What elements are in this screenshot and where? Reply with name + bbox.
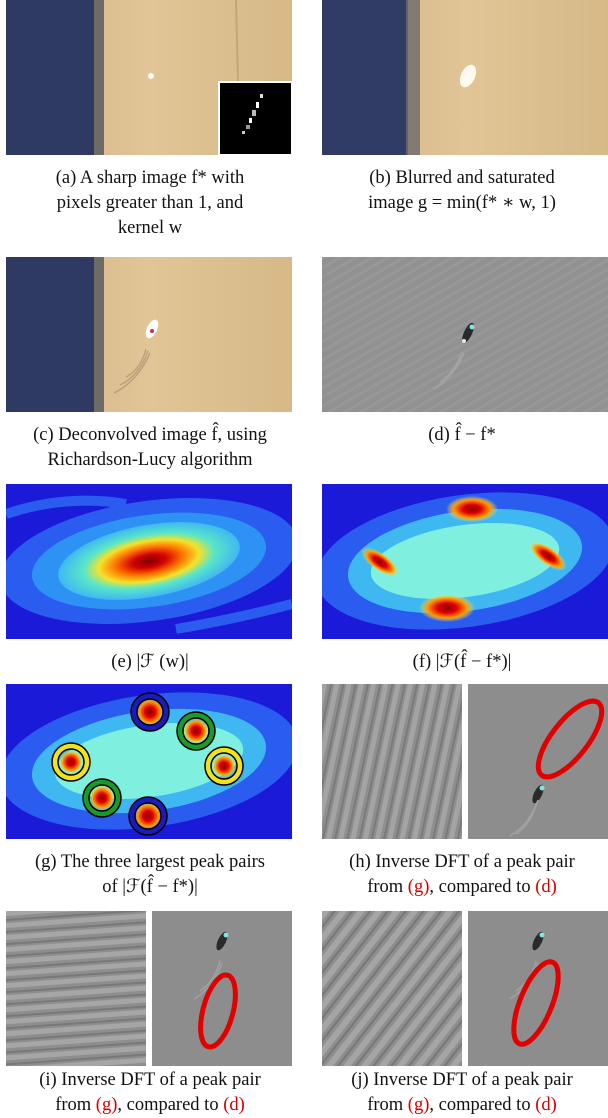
peak-pairs-spectrum <box>6 684 292 839</box>
inverse-dft-pattern <box>322 911 462 1066</box>
caption-b: (b) Blurred and saturated image g = min(… <box>368 168 556 213</box>
caption-g: (g) The three largest peak pairs of |ℱ(f… <box>35 852 265 897</box>
ref-link-g[interactable]: (g) <box>407 877 430 897</box>
caption-j: (j) Inverse DFT of a peak pair from (g),… <box>351 1070 573 1115</box>
blurred-image <box>322 0 608 155</box>
caption-h: (h) Inverse DFT of a peak pair from (g),… <box>349 852 575 897</box>
sharp-image <box>6 0 292 155</box>
highlight-ellipse <box>511 959 561 1047</box>
caption-a: (a) A sharp image f* with pixels greater… <box>55 168 245 238</box>
kernel-inset <box>218 81 292 155</box>
residual-comparison <box>468 911 608 1066</box>
residual-image <box>322 257 608 412</box>
peak-circle-yellow <box>52 743 90 781</box>
caption-f: (f) |ℱ(f̂ − f*)| <box>412 652 512 672</box>
caption-e: (e) |ℱ (w)| <box>111 652 189 672</box>
highlight-ellipse <box>198 972 238 1050</box>
ref-link-g[interactable]: (g) <box>95 1095 118 1115</box>
highlight-ellipse <box>535 698 605 780</box>
peak-circle-green <box>177 712 215 750</box>
inverse-dft-pattern <box>6 911 146 1066</box>
caption-i: (i) Inverse DFT of a peak pair from (g),… <box>39 1070 261 1115</box>
deconvolved-image <box>6 257 292 412</box>
inverse-dft-pattern <box>322 684 462 839</box>
peak-circle-green <box>83 779 121 817</box>
peak-circle-yellow <box>205 747 243 785</box>
ref-link-g[interactable]: (g) <box>407 1095 430 1115</box>
peak-circle-blue <box>131 693 169 731</box>
peak-circle-blue <box>129 797 167 835</box>
ref-link-d[interactable]: (d) <box>535 877 557 897</box>
residual-spectrum <box>322 484 608 639</box>
kernel-spectrum <box>6 484 292 639</box>
residual-comparison <box>468 684 608 839</box>
ref-link-d[interactable]: (d) <box>223 1095 245 1115</box>
ref-link-d[interactable]: (d) <box>535 1095 557 1115</box>
residual-comparison <box>152 911 292 1066</box>
caption-d: (d) f̂ − f* <box>428 425 496 445</box>
caption-c: (c) Deconvolved image f̂, using Richards… <box>33 425 267 470</box>
